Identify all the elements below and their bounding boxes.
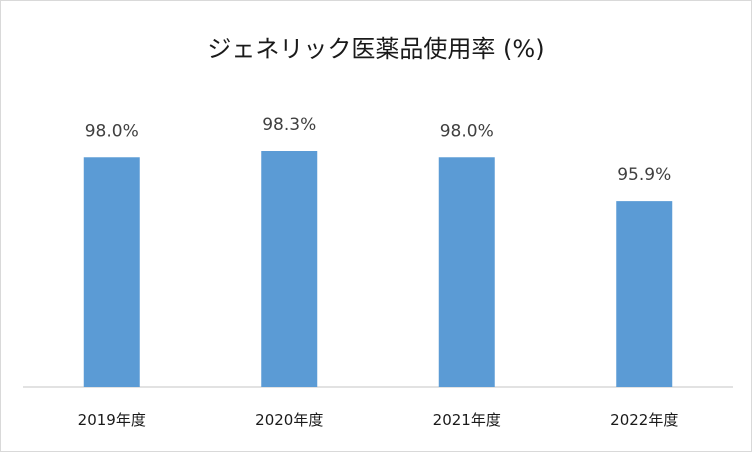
data-label-1: 98.0% xyxy=(85,121,139,141)
data-label-3: 98.0% xyxy=(440,121,494,141)
bar-2 xyxy=(261,151,318,387)
bar-4 xyxy=(616,201,673,387)
data-label-4: 95.9% xyxy=(617,165,671,185)
bar-1 xyxy=(83,157,140,387)
x-tick-label-3: 2021年度 xyxy=(433,411,501,429)
x-tick-labels-group: 2019年度 2020年度 2021年度 2022年度 xyxy=(78,411,679,429)
x-tick-label-4: 2022年度 xyxy=(610,411,678,429)
x-tick-label-2: 2020年度 xyxy=(255,411,323,429)
chart-title: ジェネリック医薬品使用率 (%) xyxy=(207,35,545,63)
x-tick-label-1: 2019年度 xyxy=(78,411,146,429)
data-label-2: 98.3% xyxy=(262,115,316,135)
bar-3 xyxy=(438,157,495,387)
data-labels-group: 98.0% 98.3% 98.0% 95.9% xyxy=(85,115,672,185)
bars-group xyxy=(83,151,673,387)
